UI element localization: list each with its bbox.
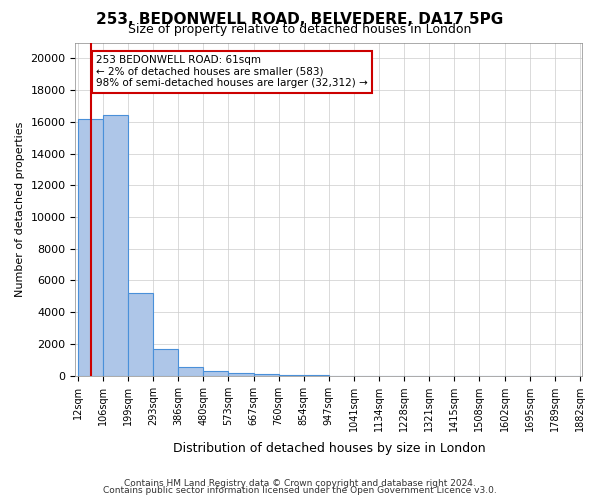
Bar (128, 293, 153, 376)
Text: 253, BEDONWELL ROAD, BELVEDERE, DA17 5PG: 253, BEDONWELL ROAD, BELVEDERE, DA17 5PG (97, 12, 503, 28)
Text: Size of property relative to detached houses in London: Size of property relative to detached ho… (128, 22, 472, 36)
Text: Contains HM Land Registry data © Crown copyright and database right 2024.: Contains HM Land Registry data © Crown c… (124, 478, 476, 488)
Text: 253 BEDONWELL ROAD: 61sqm
← 2% of detached houses are smaller (583)
98% of semi-: 253 BEDONWELL ROAD: 61sqm ← 2% of detach… (96, 55, 368, 88)
X-axis label: Distribution of detached houses by size in London: Distribution of detached houses by size … (173, 442, 485, 455)
Bar (203, 371, 229, 376)
Y-axis label: Number of detached properties: Number of detached properties (15, 122, 25, 297)
Text: Contains public sector information licensed under the Open Government Licence v3: Contains public sector information licen… (103, 486, 497, 495)
Bar (78, 118, 103, 376)
Bar (229, 374, 254, 376)
Bar (278, 374, 304, 376)
Bar (178, 367, 203, 376)
Bar (103, 116, 128, 376)
Bar (254, 374, 278, 376)
Bar (153, 348, 178, 376)
